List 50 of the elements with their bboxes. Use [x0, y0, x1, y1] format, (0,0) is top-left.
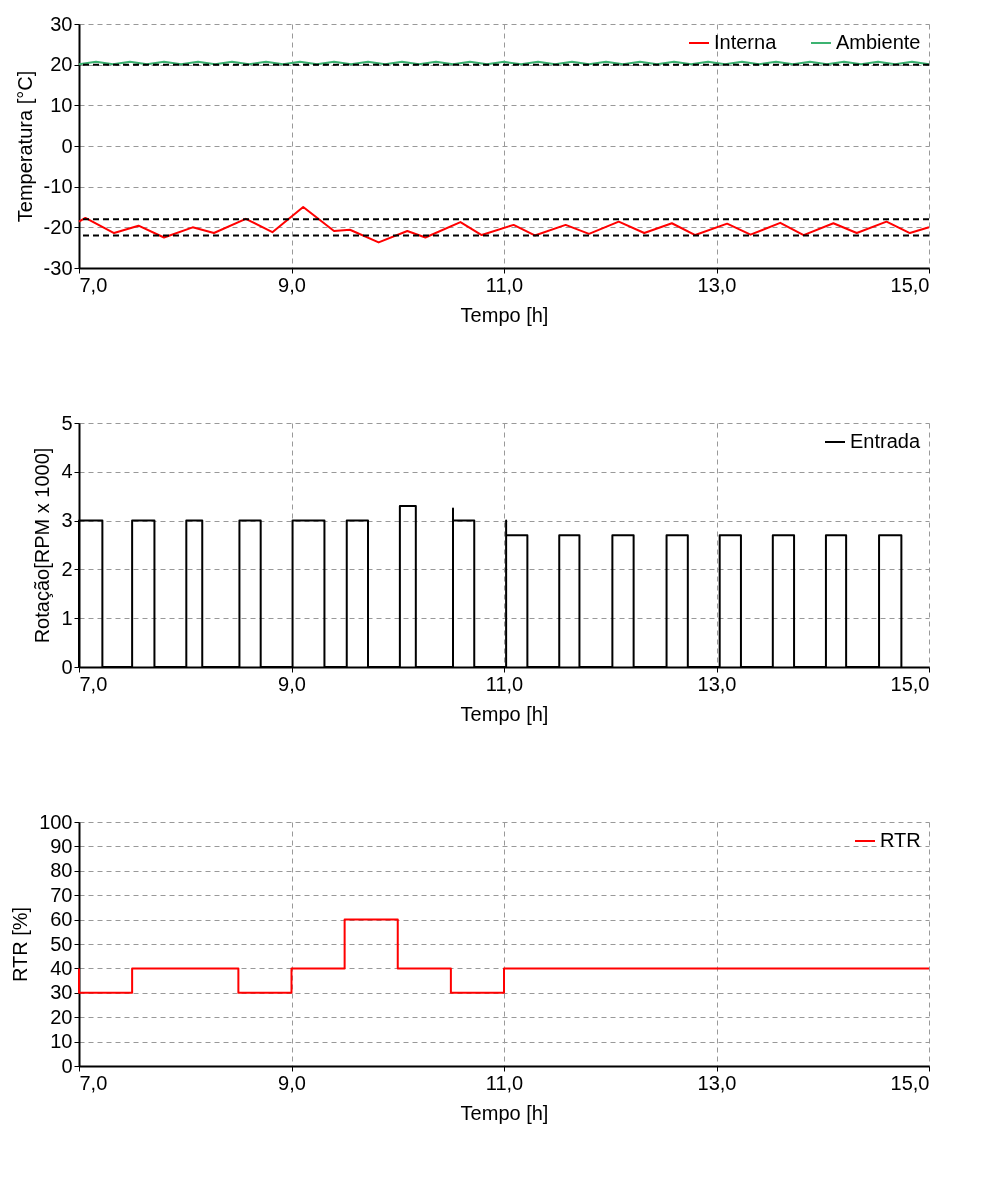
x-tick-label: 15,0 [890, 273, 930, 296]
legend-label: Entrada [850, 430, 921, 452]
y-tick-label: 30 [50, 981, 73, 1004]
y-tick-label: -10 [43, 175, 73, 198]
x-tick-label: 9,0 [278, 1071, 306, 1094]
y-tick-label: 90 [50, 834, 73, 857]
y-tick-label: 1 [61, 606, 73, 629]
y-tick-label: 0 [61, 134, 73, 157]
y-axis-title: Rotação[RPM x 1000] [31, 447, 54, 644]
legend-label: Interna [714, 31, 778, 53]
x-tick-label: 9,0 [278, 273, 306, 296]
x-tick-label: 7,0 [79, 672, 108, 695]
y-axis-title: Temperatura [°C] [13, 70, 36, 223]
y-tick-label: 50 [50, 932, 73, 955]
x-tick-label: 11,0 [485, 1071, 524, 1094]
y-tick-label: 10 [50, 93, 73, 116]
y-tick-label: 80 [50, 859, 73, 882]
x-axis-title: Tempo [h] [460, 303, 549, 326]
x-tick-label: 11,0 [485, 672, 524, 695]
x-tick-label: 13,0 [697, 273, 737, 296]
y-tick-label: 20 [50, 53, 73, 76]
y-tick-label: 100 [39, 810, 73, 833]
y-tick-label: 0 [61, 655, 73, 678]
x-tick-label: 15,0 [890, 1071, 930, 1094]
y-tick-label: 10 [50, 1030, 73, 1053]
legend-label: RTR [880, 829, 921, 851]
x-axis-title: Tempo [h] [460, 702, 549, 725]
x-tick-label: 15,0 [890, 672, 930, 695]
x-tick-label: 13,0 [697, 672, 737, 695]
y-tick-label: 2 [61, 557, 73, 580]
y-tick-label: 4 [61, 460, 73, 483]
y-tick-label: 5 [61, 411, 73, 434]
x-axis-title: Tempo [h] [460, 1101, 549, 1124]
y-tick-label: 0 [61, 1054, 73, 1077]
y-axis-title: RTR [%] [9, 906, 32, 983]
x-tick-label: 11,0 [485, 273, 524, 296]
y-tick-label: 20 [50, 1005, 73, 1028]
y-tick-label: -20 [43, 215, 73, 238]
y-tick-label: 30 [50, 12, 73, 35]
x-tick-label: 7,0 [79, 1071, 108, 1094]
y-tick-label: -30 [43, 256, 73, 279]
y-tick-label: 60 [50, 908, 73, 931]
y-tick-label: 40 [50, 956, 73, 979]
line-series [78, 206, 930, 244]
legend-label: Ambiente [836, 31, 921, 53]
y-tick-label: 70 [50, 883, 73, 906]
y-tick-label: 3 [61, 509, 73, 532]
x-tick-label: 13,0 [697, 1071, 737, 1094]
x-tick-label: 9,0 [278, 672, 306, 695]
x-tick-label: 7,0 [79, 273, 108, 296]
